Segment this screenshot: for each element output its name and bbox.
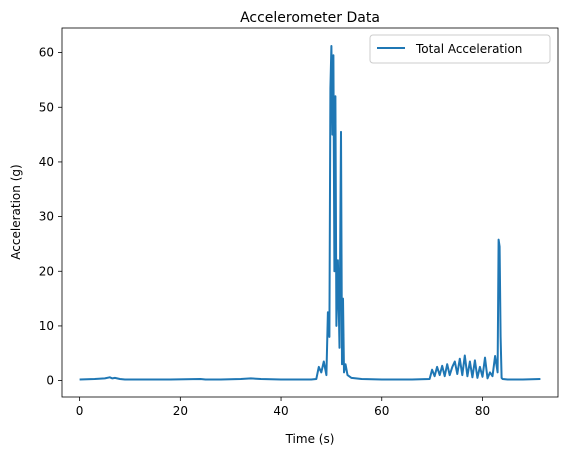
x-tick-label: 40: [273, 404, 288, 418]
legend-label: Total Acceleration: [415, 42, 522, 56]
x-axis-label: Time (s): [285, 432, 335, 446]
y-tick-label: 50: [39, 100, 54, 114]
y-tick-label: 0: [46, 374, 54, 388]
legend: Total Acceleration: [369, 34, 551, 64]
plot-background: [62, 28, 558, 397]
x-tick-label: 20: [173, 404, 188, 418]
legend-box: [369, 34, 551, 64]
series-line-0: [79, 45, 541, 381]
x-tick-label: 80: [475, 404, 490, 418]
y-tick-label: 20: [39, 264, 54, 278]
y-tick-label: 10: [39, 319, 54, 333]
plot-frame: [61, 27, 559, 398]
y-tick-label: 30: [39, 210, 54, 224]
y-axis-label: Acceleration (g): [9, 164, 23, 259]
x-tick-label: 0: [76, 404, 84, 418]
y-tick-label: 60: [39, 46, 54, 60]
x-tick-label: 60: [374, 404, 389, 418]
y-tick-label: 40: [39, 155, 54, 169]
chart-title: Accelerometer Data: [240, 10, 380, 26]
